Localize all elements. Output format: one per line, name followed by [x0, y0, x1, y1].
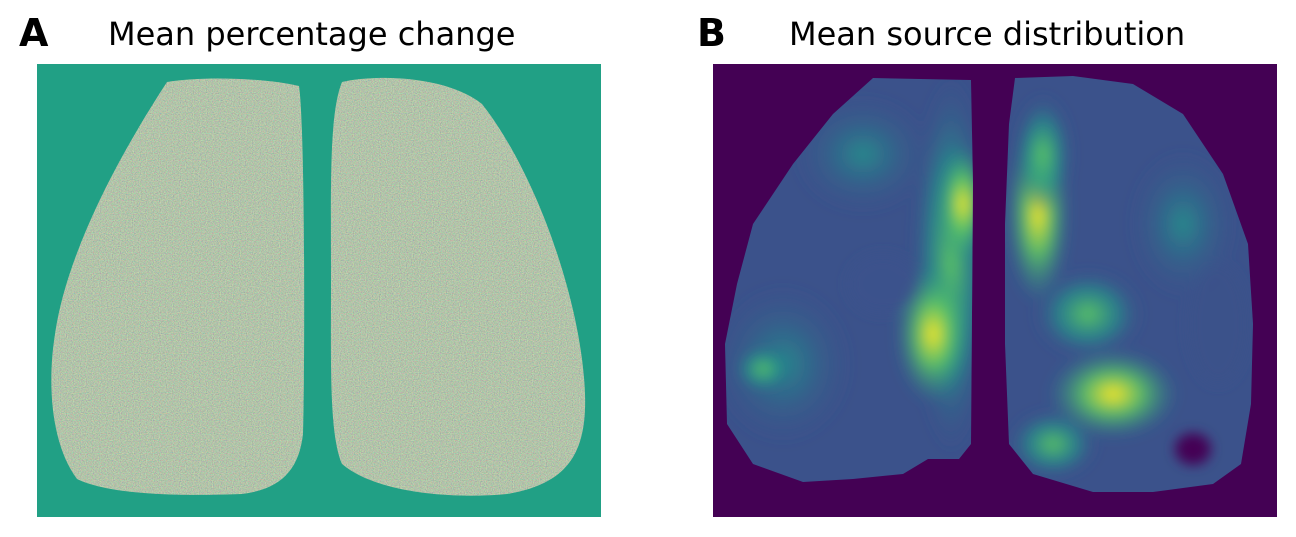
panel-title-a: Mean percentage change	[108, 15, 516, 53]
percentage-change-heatmap	[37, 64, 601, 517]
panel-letter-a: A	[19, 11, 49, 55]
panel-title-b: Mean source distribution	[789, 15, 1186, 53]
panel-letter-b: B	[697, 11, 726, 55]
source-distribution-heatmap	[713, 64, 1277, 517]
